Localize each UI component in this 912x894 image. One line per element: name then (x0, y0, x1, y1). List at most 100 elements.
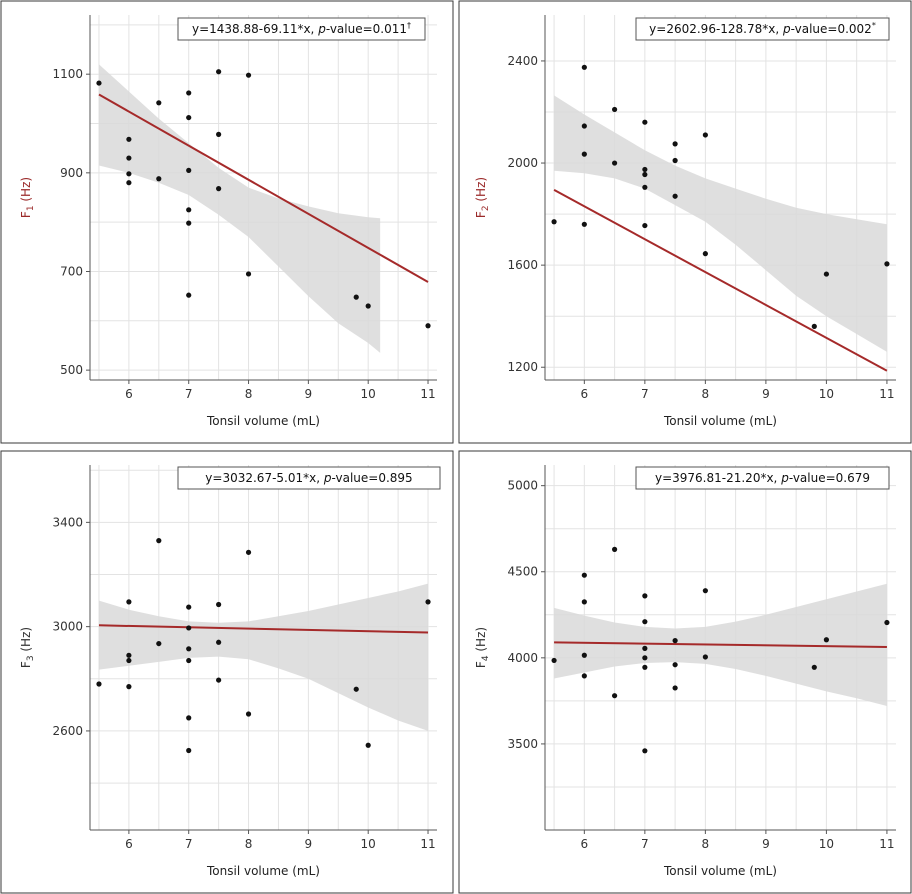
equation-p-label: p (323, 471, 332, 485)
data-point (216, 131, 222, 137)
equation-formula: y=2602.96-128.78*x, (649, 22, 783, 36)
data-point (186, 114, 192, 121)
significance-mark: † (407, 21, 411, 30)
equation-p-value: -value=0.679 (789, 471, 870, 485)
data-point (642, 645, 648, 651)
data-point (186, 292, 192, 298)
y-axis-title-f4: F4 (Hz) (474, 627, 491, 668)
x-tick-label: 8 (702, 387, 710, 401)
data-point (581, 64, 587, 70)
equation-text-f2: y=2602.96-128.78*x, p-value=0.002* (649, 21, 876, 36)
data-points-f1 (96, 69, 431, 329)
regression-line-f3 (98, 624, 429, 634)
y-tick-label: 3400 (52, 515, 83, 529)
equation-p-label: p (782, 22, 791, 36)
x-tick-label: 6 (125, 837, 133, 851)
y-tick-label: 3500 (507, 737, 538, 751)
data-point (216, 677, 222, 683)
data-point (611, 106, 618, 113)
panel-f1: 6 7 8 9 10 11 500 700 900 1100 Tonsil volume (mL) F… (0, 0, 454, 444)
data-point (353, 294, 359, 300)
y-axis-title-unit: (Hz) (474, 627, 488, 656)
data-point (642, 664, 648, 670)
data-point (642, 166, 648, 173)
y-tick-label: 3000 (52, 620, 83, 634)
y-axis-title-unit: (Hz) (474, 177, 488, 206)
gridlines-f1 (90, 15, 437, 380)
data-point (186, 625, 192, 631)
data-point (216, 601, 222, 608)
data-point (126, 136, 132, 142)
y-tick-label: 2000 (507, 156, 538, 170)
data-point (186, 90, 192, 96)
x-tick-label: 8 (702, 837, 710, 851)
x-tick-label: 7 (641, 837, 649, 851)
x-tick-label: 7 (185, 837, 193, 851)
data-point (186, 604, 192, 610)
data-point (126, 599, 132, 605)
panel-f4: 6 7 8 9 10 11 3500 4000 4500 5000 Tonsil volume (m… (458, 450, 912, 894)
x-axis-title-f1: Tonsil volume (mL) (206, 414, 320, 428)
data-point (365, 742, 371, 748)
data-point (186, 715, 192, 721)
data-point (642, 184, 648, 190)
y-axis-title-subscript: 2 (481, 205, 491, 211)
y-axis-title-f2: F2 (Hz) (474, 177, 491, 218)
y-axis-title-f3: F3 (Hz) (19, 627, 36, 668)
panel-f3: 6 7 8 9 10 11 2600 3000 3400 Tonsil volume (mL) F3… (0, 450, 454, 894)
data-point (126, 657, 132, 664)
data-point (611, 546, 618, 552)
data-point (672, 638, 678, 644)
x-tick-label: 8 (245, 837, 253, 851)
equation-formula: y=1438.88-69.11*x, (192, 22, 318, 36)
y-tick-label: 2600 (52, 724, 83, 738)
x-tick-label: 11 (879, 837, 894, 851)
data-point (216, 639, 222, 645)
equation-box-f4 (635, 466, 890, 490)
data-point (186, 220, 192, 226)
data-point (581, 123, 587, 129)
y-axis-title-main: F (19, 211, 33, 218)
y-axis-title-f1: F1 (Hz) (19, 177, 36, 218)
data-point (126, 684, 132, 690)
data-point (672, 141, 678, 147)
y-tick-label: 4000 (507, 651, 538, 665)
x-tick-label: 10 (361, 837, 376, 851)
regression-line-f2 (553, 189, 888, 372)
data-point (702, 654, 708, 660)
equation-text-f4: y=3976.81-21.20*x, p-value=0.679 (655, 471, 870, 485)
data-point (96, 681, 102, 687)
y-tick-label: 1100 (52, 67, 83, 81)
data-point (245, 271, 252, 277)
y-axis-title-unit: (Hz) (19, 177, 33, 206)
data-point (156, 176, 162, 182)
x-tick-label: 9 (305, 387, 313, 401)
y-axis-title-subscript: 3 (26, 655, 36, 661)
data-point (611, 160, 618, 166)
data-point (126, 171, 132, 177)
data-point (365, 303, 371, 309)
confidence-band-f3 (98, 583, 429, 731)
y-tick-label: 1600 (507, 258, 538, 272)
data-point (811, 323, 817, 329)
equation-p-label: p (317, 22, 326, 36)
regression-line-f4 (554, 641, 887, 648)
equation-p-value: -value=0.002 (791, 22, 872, 36)
x-tick-label: 9 (762, 837, 770, 851)
y-axis-title-main: F (474, 211, 488, 218)
data-point (126, 180, 132, 186)
significance-mark: * (872, 21, 876, 30)
data-point (156, 538, 162, 544)
y-tick-label: 700 (60, 264, 83, 278)
x-tick-label: 6 (125, 387, 133, 401)
data-point (353, 686, 359, 692)
data-point (642, 655, 648, 661)
equation-box-f3 (177, 466, 441, 490)
data-point (884, 261, 890, 267)
data-point (425, 599, 431, 605)
data-point (581, 652, 587, 658)
data-point (702, 251, 708, 257)
regression-line-f1 (98, 93, 429, 283)
data-point (245, 72, 252, 78)
